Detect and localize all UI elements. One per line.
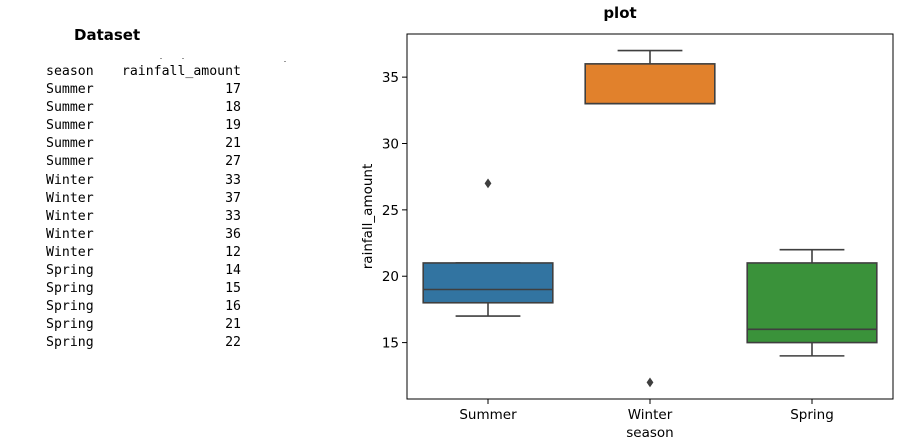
rainfall-cell: 14 bbox=[225, 263, 241, 279]
x-tick-label: Winter bbox=[628, 407, 673, 423]
dataset-row: Summer 21 bbox=[46, 135, 241, 153]
dataset-row: Summer 17 bbox=[46, 81, 241, 99]
season-cell: Winter bbox=[46, 244, 94, 260]
dataset-row: Spring 14 bbox=[46, 262, 241, 280]
plot-title: plot bbox=[603, 4, 637, 22]
rainfall-cell: 16 bbox=[225, 299, 241, 315]
dataset-row: Spring 22 bbox=[46, 334, 241, 352]
rainfall-cell: 27 bbox=[225, 154, 241, 170]
rainfall-cell: 37 bbox=[225, 190, 241, 206]
rainfall-cell: 19 bbox=[225, 118, 241, 134]
x-axis-label: season bbox=[626, 425, 673, 441]
season-cell: Winter bbox=[46, 208, 94, 224]
outlier-point bbox=[646, 377, 654, 388]
rainfall-cell: 17 bbox=[225, 82, 241, 98]
dataset-row: Winter 37 bbox=[46, 190, 241, 208]
season-cell: Winter bbox=[46, 190, 94, 206]
dataset-row: Summer 19 bbox=[46, 117, 241, 135]
scan-specks bbox=[160, 58, 290, 64]
y-tick-label: 35 bbox=[382, 70, 399, 86]
dataset-table: season rainfall_amount Summer 17 Summer 18 Sum… bbox=[46, 63, 241, 353]
dataset-header-row: season rainfall_amount bbox=[46, 63, 241, 81]
season-cell: Spring bbox=[46, 263, 94, 279]
season-cell: Summer bbox=[46, 154, 94, 170]
rainfall-cell: 36 bbox=[225, 226, 241, 242]
rainfall-cell: 12 bbox=[225, 244, 241, 260]
season-cell: Summer bbox=[46, 82, 94, 98]
plot-frame bbox=[406, 33, 894, 400]
dataset-row: Summer 27 bbox=[46, 153, 241, 171]
season-cell: Spring bbox=[46, 299, 94, 315]
y-tick-label: 15 bbox=[382, 336, 399, 352]
season-cell: Winter bbox=[46, 226, 94, 242]
y-tick-label: 25 bbox=[382, 203, 399, 219]
rainfall-cell: 21 bbox=[225, 317, 241, 333]
y-axis-label: rainfall_amount bbox=[360, 164, 376, 270]
y-tick-label: 20 bbox=[382, 269, 399, 285]
rainfall-cell: 22 bbox=[225, 335, 241, 351]
season-cell: Summer bbox=[46, 136, 94, 152]
x-tick-label: Summer bbox=[459, 407, 517, 423]
dataset-row: Winter 33 bbox=[46, 208, 241, 226]
column-header-rainfall-amount: rainfall_amount bbox=[121, 64, 241, 79]
y-tick-label: 30 bbox=[382, 137, 399, 153]
rainfall-cell: 33 bbox=[225, 172, 241, 188]
box-summer bbox=[422, 262, 554, 304]
rainfall-cell: 21 bbox=[225, 136, 241, 152]
column-header-season: season bbox=[46, 64, 94, 79]
season-cell: Winter bbox=[46, 172, 94, 188]
season-cell: Spring bbox=[46, 281, 94, 297]
x-tick-label: Spring bbox=[790, 407, 834, 423]
dataset-row: Winter 36 bbox=[46, 226, 241, 244]
dataset-row: Spring 21 bbox=[46, 316, 241, 334]
season-cell: Summer bbox=[46, 100, 94, 116]
season-cell: Spring bbox=[46, 335, 94, 351]
dataset-title: Dataset bbox=[74, 26, 141, 44]
season-cell: Summer bbox=[46, 118, 94, 134]
box-winter bbox=[584, 63, 716, 105]
box-spring bbox=[746, 262, 878, 344]
rainfall-cell: 18 bbox=[225, 100, 241, 116]
dataset-row: Winter 12 bbox=[46, 244, 241, 262]
dataset-row: Spring 15 bbox=[46, 280, 241, 298]
season-cell: Spring bbox=[46, 317, 94, 333]
dataset-row: Winter 33 bbox=[46, 172, 241, 190]
dataset-row: Spring 16 bbox=[46, 298, 241, 316]
rainfall-cell: 33 bbox=[225, 208, 241, 224]
dataset-row: Summer 18 bbox=[46, 99, 241, 117]
outlier-point bbox=[484, 178, 492, 189]
rainfall-cell: 15 bbox=[225, 281, 241, 297]
